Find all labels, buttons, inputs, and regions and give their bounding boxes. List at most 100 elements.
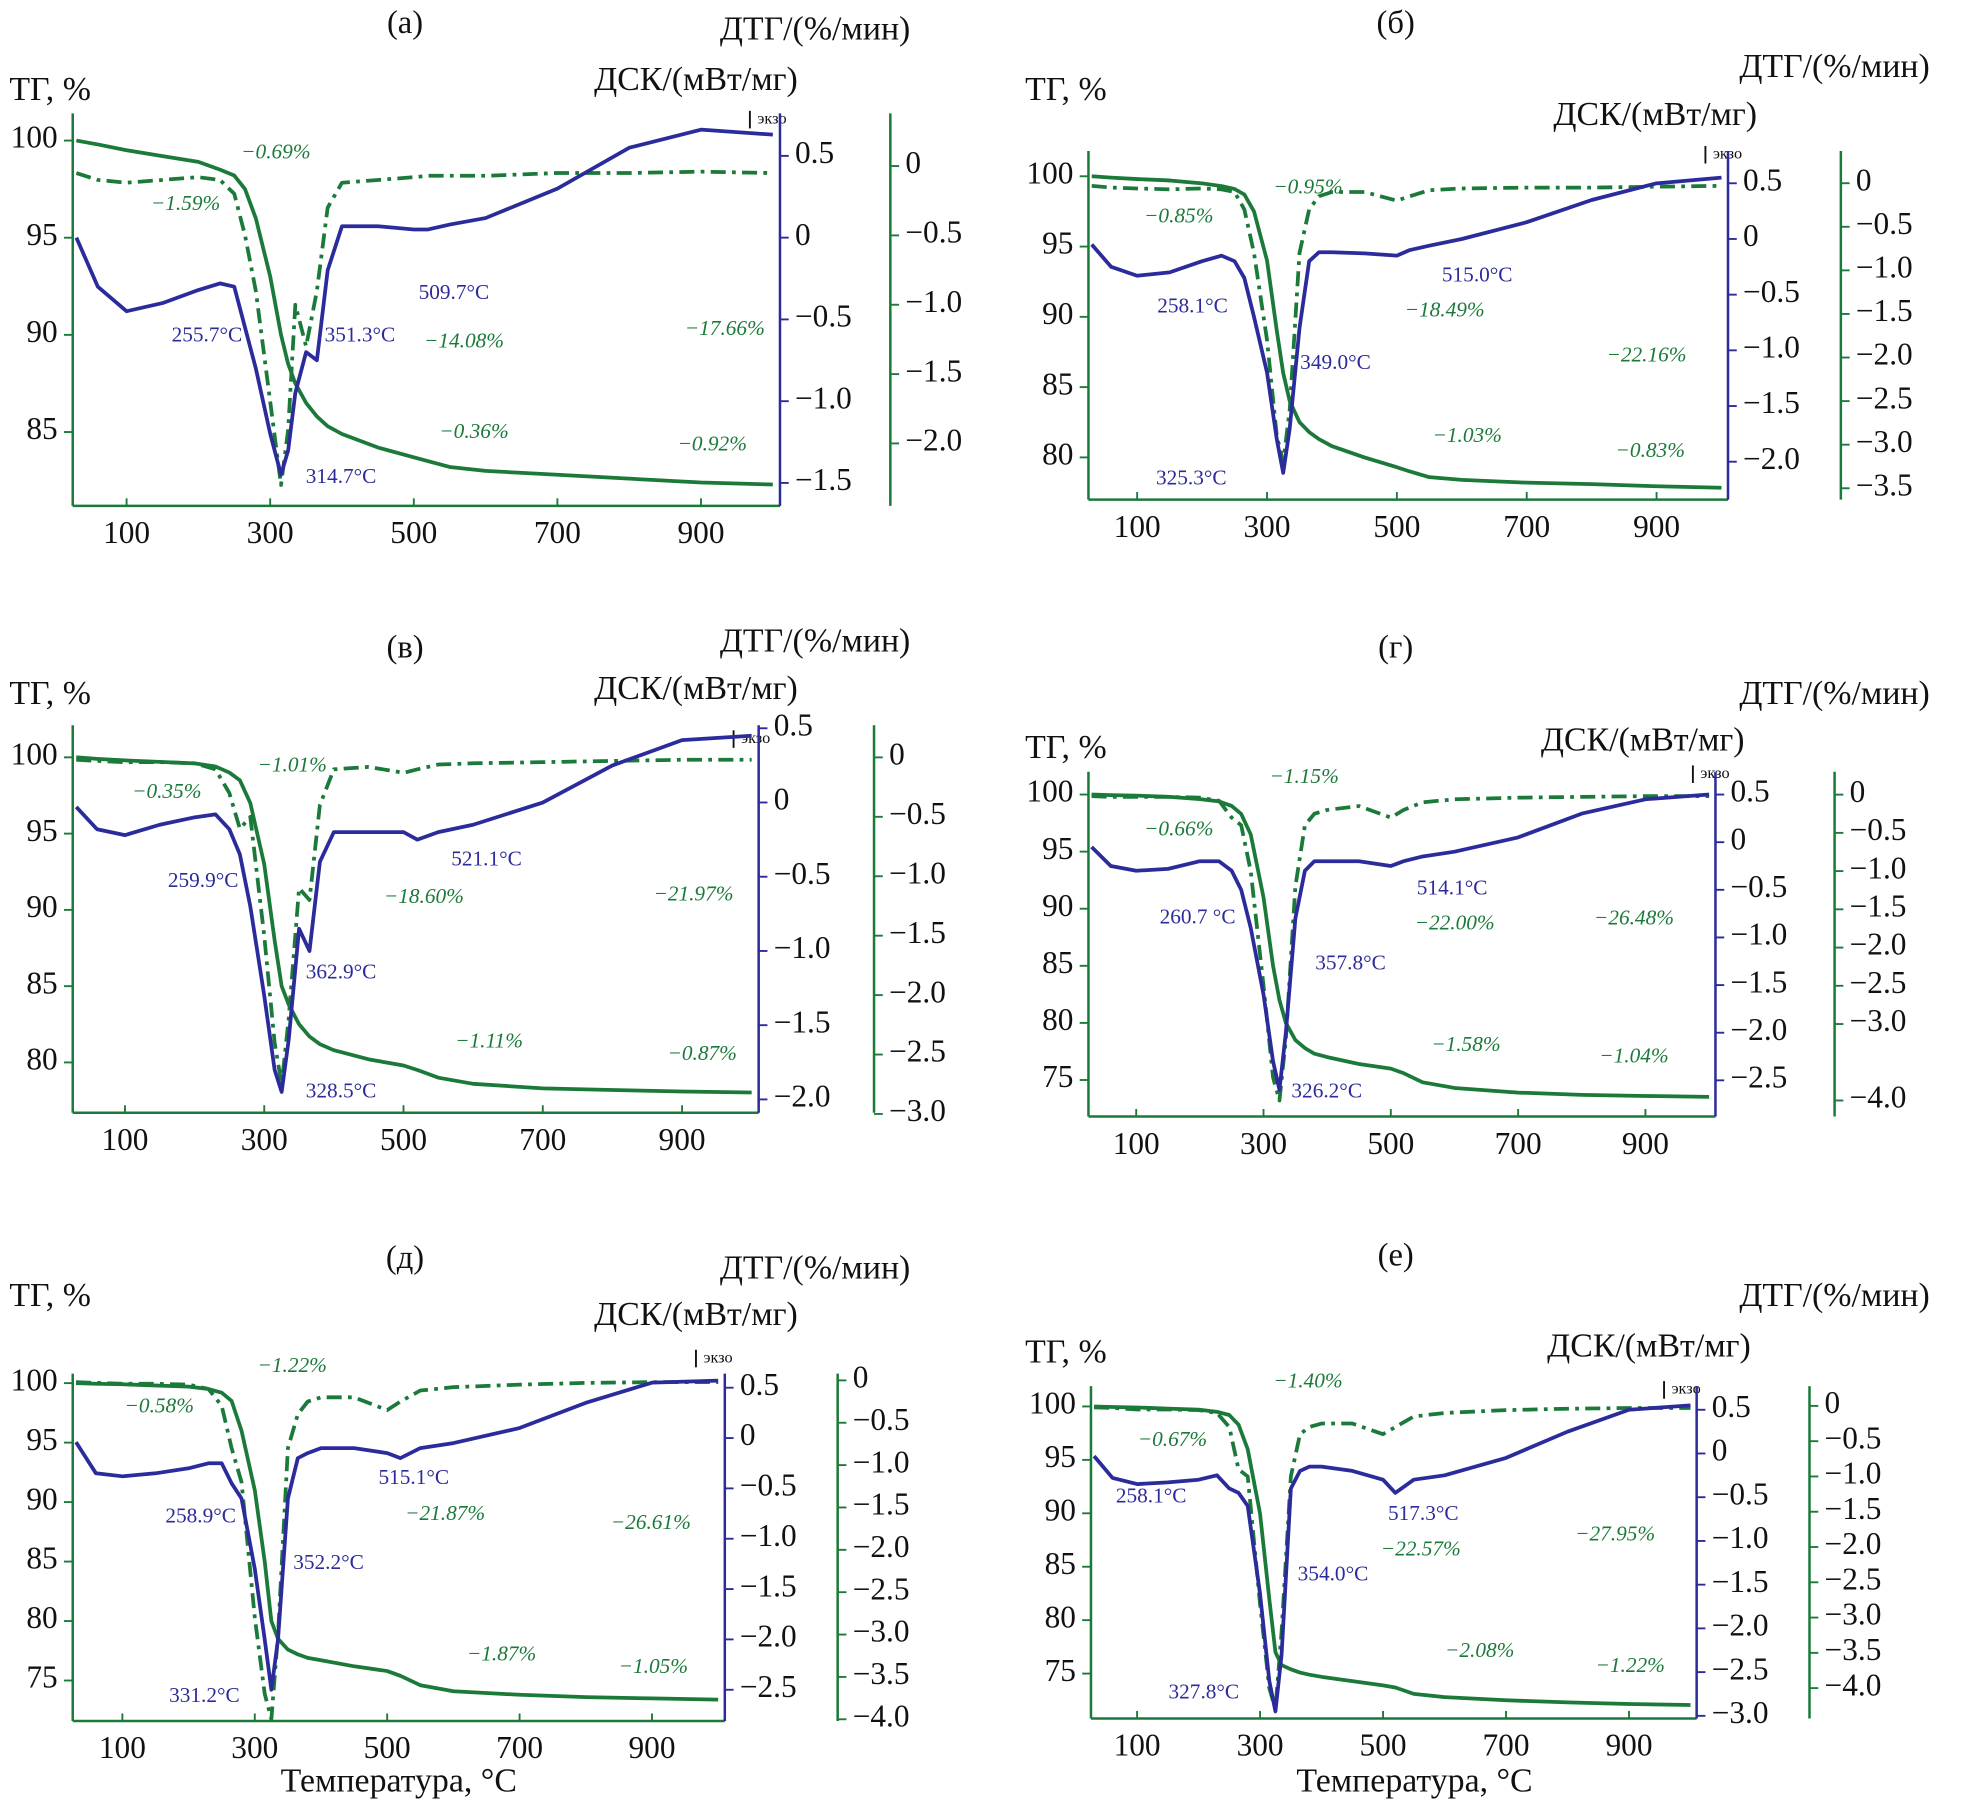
dtg-tick-label: −3.0 bbox=[1850, 1003, 1907, 1038]
dtg-tick-label: −4.0 bbox=[853, 1698, 910, 1733]
x-tick-label: 100 bbox=[103, 515, 150, 550]
dsc-tick-label: −1.5 bbox=[774, 1004, 831, 1039]
tg-tick-label: 85 bbox=[1042, 366, 1073, 401]
curve bbox=[75, 1380, 719, 1722]
panel-title: (в) bbox=[386, 630, 423, 666]
dtg-tick-label: −0.5 bbox=[905, 215, 962, 250]
dtg-axis-label: ДТГ/(%/мин) bbox=[720, 11, 911, 48]
dtg-tick-label: −1.0 bbox=[1856, 250, 1913, 285]
tg-tick-label: 75 bbox=[26, 1660, 57, 1695]
annotation: −1.22% bbox=[257, 1353, 326, 1377]
dtg-tick-label: −1.0 bbox=[905, 284, 962, 319]
dtg-tick-label: −0.5 bbox=[1856, 206, 1913, 241]
dsc-tick-label: −1.5 bbox=[1731, 964, 1788, 999]
annotation: −21.87% bbox=[405, 1501, 485, 1525]
dtg-tick-label: −1.0 bbox=[853, 1444, 910, 1479]
dsc-tick-label: −1.0 bbox=[795, 380, 852, 415]
dsc-tick-label: −2.5 bbox=[1731, 1060, 1788, 1095]
x-tick-label: 700 bbox=[1483, 1728, 1530, 1763]
annotation: 258.9°C bbox=[165, 1504, 236, 1528]
x-tick-label: 700 bbox=[1495, 1126, 1542, 1161]
tg-tick-label: 95 bbox=[1042, 831, 1073, 866]
annotation: −1.05% bbox=[619, 1654, 688, 1678]
annotation: −0.35% bbox=[132, 779, 201, 803]
annotation: 259.9°C bbox=[168, 868, 239, 892]
dsc-axis-label: ДСК/(мВт/мг) bbox=[594, 670, 798, 707]
dsc-tick-label: −0.5 bbox=[774, 856, 831, 891]
dsc-tick-label: 0.5 bbox=[1731, 774, 1770, 809]
tg-tick-label: 100 bbox=[1029, 1386, 1076, 1421]
x-tick-label: 700 bbox=[534, 515, 581, 550]
panel-title: (д) bbox=[386, 1240, 424, 1276]
x-tick-label: 700 bbox=[496, 1730, 543, 1765]
annotation: −0.85% bbox=[1144, 203, 1213, 227]
curve bbox=[1092, 1403, 1691, 1714]
tg-tick-label: 75 bbox=[1045, 1653, 1076, 1688]
dtg-tick-label: 0 bbox=[905, 145, 921, 180]
dtg-tick-label: −2.5 bbox=[853, 1571, 910, 1606]
dtg-tick-label: −3.5 bbox=[1856, 467, 1913, 502]
tg-axis-label: ТГ, % bbox=[9, 1277, 91, 1314]
dsc-tick-label: −1.0 bbox=[774, 930, 831, 965]
annotation: −1.59% bbox=[151, 191, 220, 215]
curve bbox=[76, 757, 752, 1087]
x-tick-label: 500 bbox=[380, 1122, 427, 1157]
curve bbox=[75, 1381, 719, 1702]
exo-label: экзо bbox=[741, 728, 770, 747]
annotation: −0.95% bbox=[1273, 174, 1342, 198]
x-tick-label: 900 bbox=[628, 1730, 675, 1765]
annotation: −1.15% bbox=[1269, 764, 1338, 788]
tg-tick-label: 85 bbox=[1042, 945, 1073, 980]
annotation: −1.11% bbox=[455, 1028, 523, 1052]
dtg-tick-label: −3.5 bbox=[1825, 1632, 1882, 1667]
annotation: 327.8°C bbox=[1169, 1679, 1240, 1703]
annotation: −1.01% bbox=[257, 753, 326, 777]
tg-tick-label: 100 bbox=[1026, 155, 1073, 190]
annotation: 351.3°C bbox=[325, 322, 396, 346]
annotation: 517.3°C bbox=[1388, 1501, 1459, 1525]
dsc-tick-label: 0 bbox=[1731, 821, 1747, 856]
dsc-tick-label: −3.0 bbox=[1712, 1695, 1769, 1730]
x-tick-label: 300 bbox=[1244, 509, 1291, 544]
tg-tick-label: 95 bbox=[26, 813, 57, 848]
annotation: −18.60% bbox=[384, 884, 464, 908]
dtg-tick-label: 0 bbox=[1856, 162, 1872, 197]
dsc-tick-label: −2.0 bbox=[1743, 441, 1800, 476]
annotation: 328.5°C bbox=[306, 1079, 377, 1103]
annotation: −14.08% bbox=[424, 329, 504, 353]
annotation: −22.00% bbox=[1415, 911, 1495, 935]
annotation: 521.1°C bbox=[451, 847, 522, 871]
annotation: 260.7 °C bbox=[1160, 904, 1236, 928]
tg-tick-label: 90 bbox=[1042, 296, 1073, 331]
annotation: 258.1°C bbox=[1157, 294, 1228, 318]
dtg-tick-label: −3.5 bbox=[853, 1656, 910, 1691]
annotation: −17.66% bbox=[685, 316, 765, 340]
dsc-tick-label: 0 bbox=[1743, 218, 1759, 253]
dsc-tick-label: 0.5 bbox=[774, 707, 813, 742]
dsc-tick-label: 0.5 bbox=[740, 1367, 779, 1402]
dsc-axis-label: ДСК/(мВт/мг) bbox=[1541, 722, 1745, 759]
dsc-tick-label: 0 bbox=[1712, 1433, 1728, 1468]
x-tick-label: 100 bbox=[1114, 1728, 1161, 1763]
annotation: −0.66% bbox=[1144, 817, 1213, 841]
dtg-tick-label: 0 bbox=[1825, 1385, 1841, 1420]
dtg-tick-label: −3.0 bbox=[889, 1093, 946, 1128]
dtg-axis-label: ДТГ/(%/мин) bbox=[720, 1250, 911, 1287]
annotation: −1.40% bbox=[1273, 1368, 1342, 1392]
dsc-tick-label: −0.5 bbox=[795, 299, 852, 334]
annotation: −26.61% bbox=[611, 1510, 691, 1534]
panel-title: (б) bbox=[1377, 5, 1415, 41]
curve bbox=[76, 755, 752, 1095]
curve bbox=[1090, 175, 1722, 475]
x-tick-label: 900 bbox=[1606, 1728, 1653, 1763]
dsc-tick-label: −2.0 bbox=[740, 1619, 797, 1654]
tg-tick-label: 90 bbox=[26, 889, 57, 924]
dtg-axis-label: ДТГ/(%/мин) bbox=[1739, 675, 1930, 712]
x-tick-label: 300 bbox=[247, 515, 294, 550]
x-tick-label: 500 bbox=[1367, 1126, 1414, 1161]
dsc-tick-label: −0.5 bbox=[1731, 869, 1788, 904]
x-tick-label: 300 bbox=[241, 1122, 288, 1157]
x-tick-label: 100 bbox=[99, 1730, 146, 1765]
tg-tick-label: 95 bbox=[26, 1422, 57, 1457]
